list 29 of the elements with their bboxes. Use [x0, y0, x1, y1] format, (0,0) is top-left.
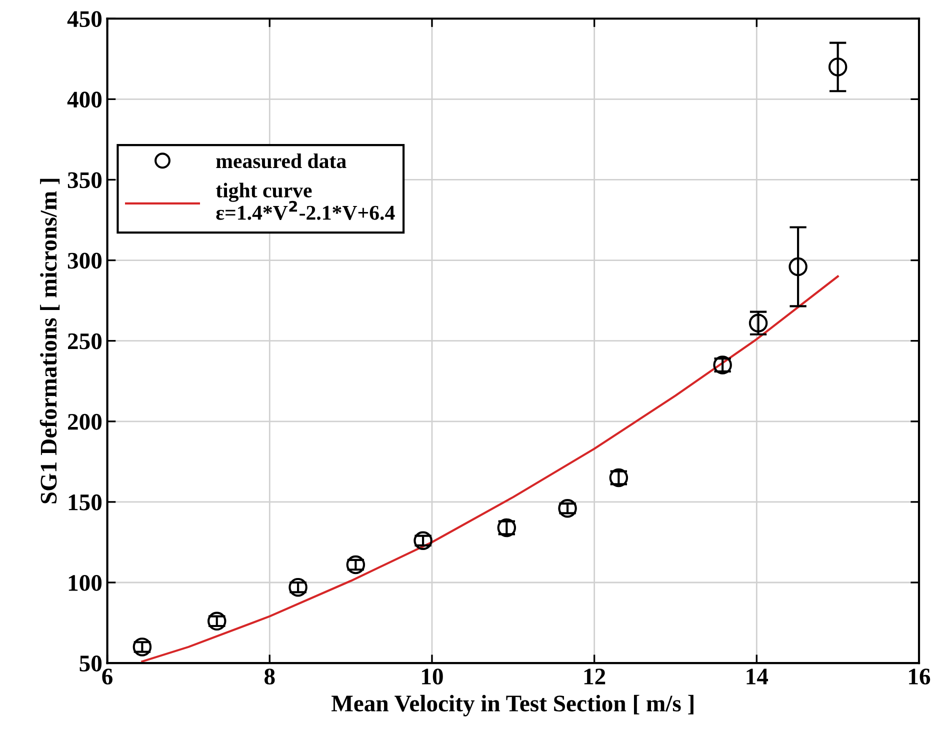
y-tick-label: 150 [68, 494, 102, 510]
x-tick-label: 6 [102, 668, 113, 685]
x-tick-label: 8 [264, 668, 275, 685]
y-axis-title: SG1 Deformations [ microns/m ] [40, 178, 60, 504]
y-tick-label: 300 [68, 252, 102, 269]
point [748, 314, 768, 332]
x-axis-title: Mean Velocity in Test Section [ m/s ] [332, 694, 694, 716]
point [558, 499, 577, 518]
point [132, 638, 152, 656]
y-tick-label: 50 [80, 656, 102, 672]
point [414, 531, 432, 550]
legend-label: measured data [216, 154, 346, 168]
x-tick-label: 16 [909, 668, 930, 685]
y-tick-label: 400 [67, 92, 102, 108]
point [208, 612, 226, 631]
legend-label: tight curve ε=1.4*V$^{2}$-2.1*V+6.4 [216, 182, 395, 220]
point [788, 257, 808, 276]
y-tick-label: 250 [68, 333, 102, 350]
x-tick-label: 10 [422, 668, 443, 685]
y-tick-label: 450 [67, 11, 102, 28]
x-tick-label: 12 [584, 668, 606, 684]
y-tick-label: 200 [68, 414, 102, 430]
x-tick-label: 14 [746, 668, 768, 684]
point [346, 555, 366, 574]
y-tick-label: 100 [68, 574, 102, 591]
point [828, 58, 848, 76]
y-tick-label: 350 [68, 172, 102, 188]
line-series [141, 275, 839, 662]
point [288, 578, 308, 597]
